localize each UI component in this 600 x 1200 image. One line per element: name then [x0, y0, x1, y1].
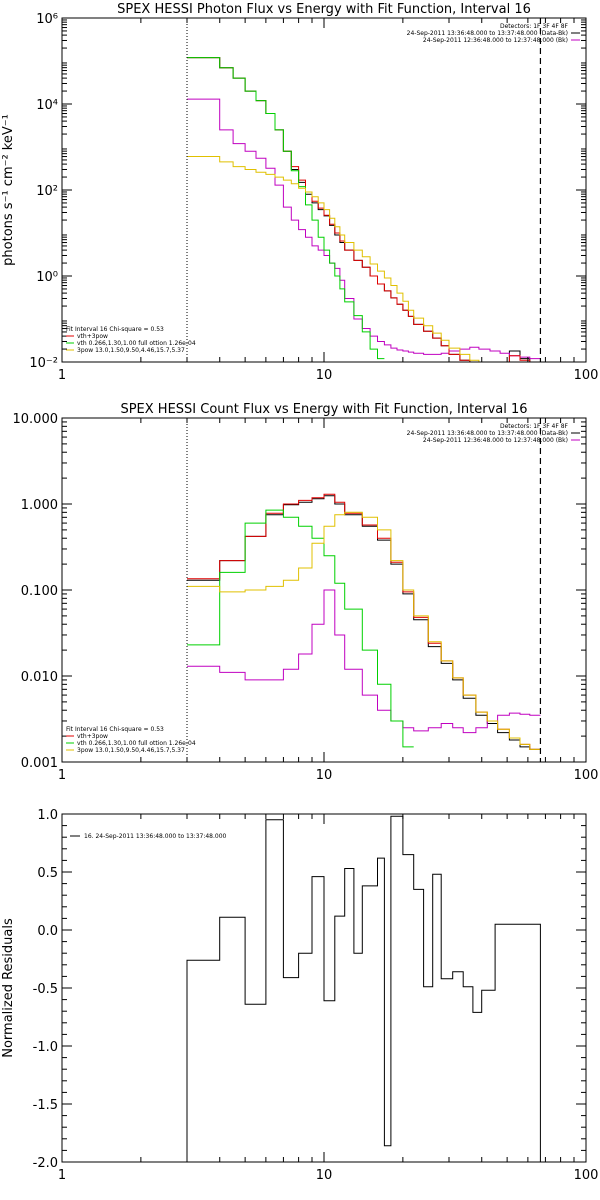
chart-panel-1: SPEX HESSI Photon Flux vs Energy with Fi…: [1, 2, 599, 383]
series-line-1: [186, 815, 541, 1162]
series-line-3: [187, 57, 541, 362]
x-tick-label: 1: [58, 768, 66, 783]
series-line-3: [187, 493, 541, 750]
y-tick-label: 1.0: [37, 808, 58, 823]
legend-top-text: 24-Sep-2011 13:36:48.000 to 13:37:48.000…: [407, 430, 568, 437]
series-line-5: [187, 156, 480, 362]
legend-top-text: Detectors: 1F 3F 4F 8F: [500, 23, 569, 30]
chart-series-group: [187, 493, 541, 750]
y-tick-label: 0.100: [21, 584, 58, 599]
y-tick-label: 1.000: [21, 498, 58, 513]
y-axis-label: Normalized Residuals: [1, 918, 16, 1058]
legend-bottom-text: vth+3pow: [77, 733, 108, 740]
chart-series-group: [186, 815, 541, 1162]
y-tick-label: -1.0: [33, 1040, 58, 1055]
y-tick-label: 0.001: [21, 756, 58, 771]
chart-title: SPEX HESSI Count Flux vs Energy with Fit…: [120, 402, 527, 417]
y-tick-label: 10⁰: [36, 270, 58, 285]
series-line-2: [187, 589, 541, 734]
legend-top-text: 24-Sep-2011 12:36:48.000 to 12:37:48.000…: [423, 37, 568, 44]
y-tick-label: 10⁴: [36, 98, 58, 113]
x-tick-label: 100: [574, 768, 599, 783]
legend-bottom-text: vth+3pow: [77, 333, 108, 340]
legend-bottom-text: 3pow 13.0,1.50,9.50,4.46,15.7,5.37: [77, 347, 185, 354]
series-line-1: [187, 495, 541, 750]
legend-bottom-text: vth 0.266,1.30,1.00 full ottion 1.26e-04: [77, 740, 196, 747]
x-tick-label: 1: [58, 1168, 66, 1183]
y-tick-label: 10⁻²: [29, 356, 58, 371]
legend-text: 16. 24-Sep-2011 13:36:48.000 to 13:37:48…: [84, 833, 227, 840]
y-tick-label: -2.0: [33, 1156, 58, 1171]
y-tick-label: 10.000: [13, 412, 59, 427]
y-tick-label: 0.010: [21, 670, 58, 685]
y-tick-label: 10⁶: [36, 12, 58, 27]
chart-panel-2: SPEX HESSI Count Flux vs Energy with Fit…: [13, 402, 599, 783]
x-tick-label: 10: [316, 768, 333, 783]
series-line-4: [187, 509, 414, 748]
legend-top-text: 24-Sep-2011 12:36:48.000 to 12:37:48.000…: [423, 437, 568, 444]
legend-bottom-text: 3pow 13.0,1.50,9.50,4.46,15.7,5.37: [77, 747, 185, 754]
chart-title: SPEX HESSI Photon Flux vs Energy with Fi…: [117, 2, 531, 17]
x-tick-label: 100: [574, 368, 599, 383]
y-tick-label: 0.5: [37, 866, 58, 881]
series-line-5: [187, 511, 541, 750]
legend-bottom-text: vth 0.266,1.30,1.00 full ottion 1.26e-04: [77, 340, 196, 347]
x-tick-label: 10: [316, 368, 333, 383]
series-line-2: [187, 98, 541, 360]
series-line-1: [187, 57, 531, 362]
y-axis-label: photons s⁻¹ cm⁻² keV⁻¹: [1, 114, 16, 266]
chart-series-group: [187, 57, 541, 362]
chart-panel-3: 1 10 100 -2.0 -1.5 -1.0 -0.5 0.0 0.5 1.0 Normalize…: [1, 808, 598, 1183]
x-tick-label: 10: [316, 1168, 333, 1183]
legend-bottom-text: Fit Interval 16 Chi-square = 0.53: [66, 326, 164, 333]
y-tick-label: -1.5: [33, 1098, 58, 1113]
plot-frame: [61, 17, 587, 363]
legend-top-text: 24-Sep-2011 13:36:48.000 to 13:37:48.000…: [407, 30, 568, 37]
x-tick-label: 1: [58, 368, 66, 383]
y-tick-label: -0.5: [33, 982, 58, 997]
x-tick-label: 100: [574, 1168, 599, 1183]
legend-bottom-text: Fit Interval 16 Chi-square = 0.53: [66, 726, 164, 733]
y-tick-label: 10²: [36, 184, 58, 199]
series-line-4: [187, 57, 385, 360]
y-tick-label: 0.0: [37, 924, 58, 939]
legend-top-text: Detectors: 1F 3F 4F 8F: [500, 423, 569, 430]
